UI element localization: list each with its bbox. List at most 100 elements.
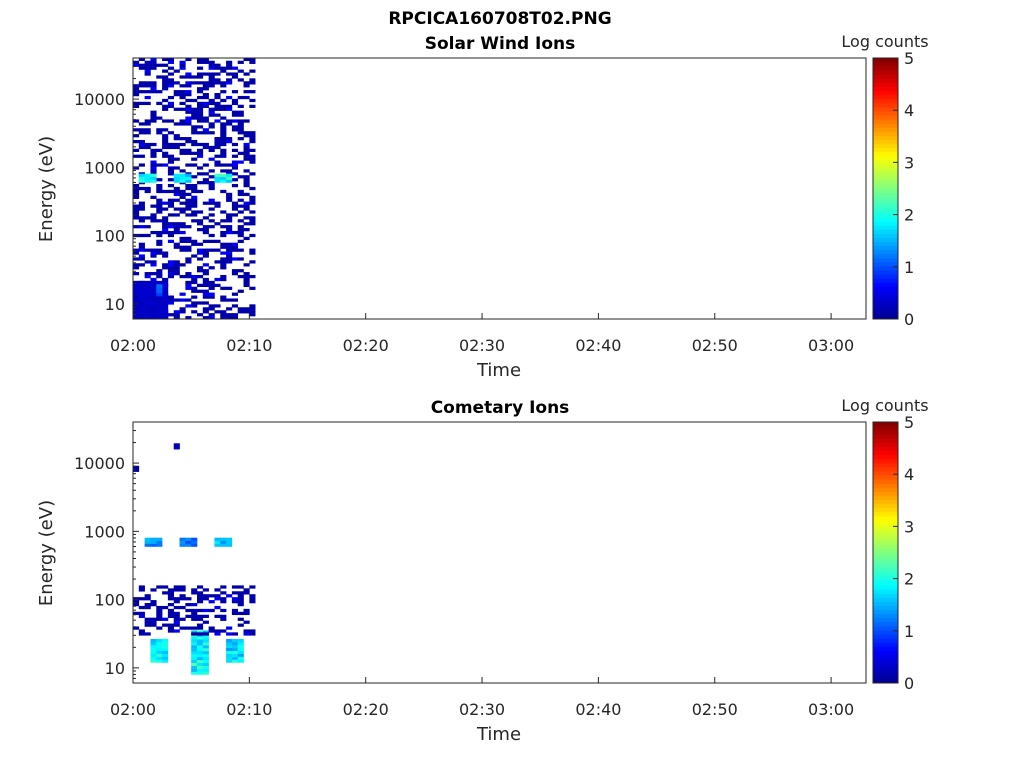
heatmap-cell (162, 222, 169, 226)
heatmap-cell (156, 537, 163, 541)
heatmap-cell (191, 588, 198, 592)
heatmap-cell (226, 198, 233, 202)
colorbar-segment (873, 560, 898, 566)
heatmap-cell (133, 225, 140, 229)
y-tick-label: 100 (94, 227, 125, 246)
heatmap-cell (196, 87, 204, 91)
heatmap-cell (144, 176, 151, 180)
heatmap-cell (214, 222, 221, 226)
heatmap-cell (150, 537, 157, 541)
heatmap-cell (185, 72, 192, 76)
heatmap-cell (144, 617, 151, 621)
heatmap-cell (208, 157, 215, 161)
heatmap-cell (150, 148, 157, 152)
heatmap-cell (162, 650, 169, 654)
heatmap-cell (138, 122, 145, 126)
heatmap-cell (167, 101, 175, 106)
heatmap-cell (220, 116, 227, 120)
heatmap-cell (167, 119, 175, 123)
heatmap-cell (220, 169, 227, 173)
heatmap-cell (150, 307, 157, 311)
colorbar-segment (873, 430, 898, 435)
heatmap-cell (156, 272, 163, 276)
heatmap-cell (150, 272, 157, 276)
heatmap-cell (249, 222, 256, 226)
heatmap-cell (179, 176, 186, 180)
heatmap-cell (202, 101, 209, 106)
y-tick-label: 10 (105, 659, 125, 678)
heatmap-cell (144, 145, 151, 150)
heatmap-cell (249, 137, 256, 141)
heatmap-cell (226, 257, 233, 261)
heatmap-cell (202, 230, 209, 235)
colorbar-segment (873, 515, 898, 521)
heatmap-cell (191, 301, 198, 305)
heatmap-cell (179, 594, 186, 598)
heatmap-cell (185, 603, 192, 607)
heatmap-cell (231, 66, 239, 70)
x-tick-label: 03:00 (808, 700, 854, 719)
heatmap-cell (208, 292, 215, 296)
heatmap-cell (156, 316, 163, 320)
heatmap-cell (144, 298, 151, 302)
heatmap-cell (150, 179, 157, 183)
heatmap-cell (156, 611, 163, 616)
heatmap-cell (220, 225, 227, 229)
heatmap-cell (237, 611, 244, 616)
heatmap-cell (138, 588, 145, 592)
colorbar-tick-label: 1 (904, 622, 914, 641)
heatmap-cell (220, 316, 227, 320)
heatmap-cell (208, 198, 215, 202)
heatmap-cell (202, 263, 209, 267)
heatmap-cell (185, 93, 192, 97)
heatmap-cell (156, 90, 163, 94)
heatmap-cell (162, 228, 169, 232)
colorbar-segment (873, 499, 898, 505)
colorbar-segment (873, 302, 898, 308)
heatmap-cell (231, 316, 239, 320)
heatmap-cell (237, 198, 244, 202)
heatmap-cell (179, 90, 186, 94)
heatmap-cell (167, 591, 175, 595)
heatmap-cell (162, 154, 169, 158)
colorbar-segment (873, 458, 898, 464)
heatmap-cell (185, 173, 192, 177)
heatmap-cell (191, 110, 198, 114)
heatmap-cell (231, 591, 239, 595)
heatmap-cell (162, 104, 169, 108)
heatmap-cell (133, 213, 140, 217)
heatmap-cell (162, 591, 169, 595)
heatmap-cell (185, 151, 192, 155)
heatmap-cell (133, 289, 140, 293)
heatmap-cell (208, 600, 215, 604)
heatmap-cell (243, 95, 250, 100)
heatmap-cell (173, 585, 180, 589)
colorbar-segment (873, 111, 898, 116)
heatmap-cell (243, 307, 250, 311)
colorbar-segment (873, 450, 898, 456)
heatmap-cell (243, 192, 250, 197)
colorbar-segment (873, 306, 898, 312)
heatmap-cell (150, 66, 157, 70)
heatmap-cell (185, 608, 192, 613)
heatmap-cell (133, 183, 140, 188)
heatmap-cell (196, 222, 204, 226)
heatmap-cell (196, 219, 204, 223)
heatmap-cell (138, 257, 145, 261)
heatmap-cell (214, 104, 221, 108)
heatmap-cell (133, 600, 140, 604)
heatmap-cell (162, 87, 169, 91)
heatmap-cell (208, 78, 215, 82)
heatmap-cell (162, 142, 169, 147)
heatmap-cell (138, 605, 145, 610)
heatmap-cell (191, 636, 198, 640)
heatmap-cell (202, 289, 209, 293)
heatmap-cell (243, 272, 250, 276)
heatmap-cell (249, 98, 256, 103)
heatmap-cell (191, 648, 198, 652)
heatmap-cell (202, 283, 209, 288)
heatmap-cell (150, 304, 157, 308)
heatmap-cell (133, 63, 140, 67)
heatmap-cell (231, 298, 239, 302)
heatmap-cell (249, 233, 256, 238)
